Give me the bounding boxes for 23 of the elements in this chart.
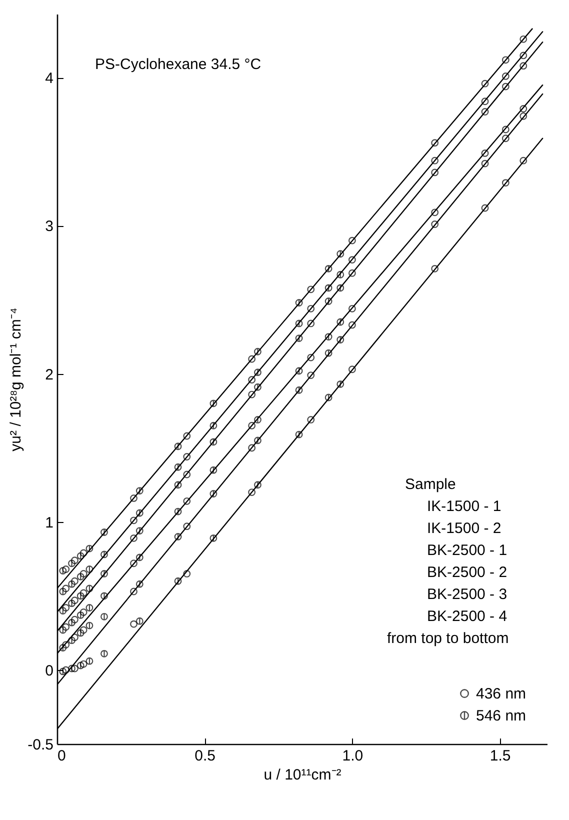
legend-label: 546 nm <box>476 708 526 724</box>
y-tick-label: 1 <box>45 514 54 532</box>
annotation: IK-1500 - 2 <box>427 520 502 537</box>
annotation: from top to bottom <box>387 630 509 647</box>
x-tick-label: 0 <box>58 748 66 764</box>
x-tick-label: 0.5 <box>194 748 216 764</box>
y-tick-label: -0.5 <box>28 736 54 754</box>
annotation: BK-2500 - 2 <box>427 564 508 581</box>
y-tick-label: 3 <box>45 218 54 236</box>
y-axis-title: yu² / 10²⁸g mol⁻¹ cm⁻⁴ <box>8 308 25 452</box>
y-tick-label: 0 <box>45 662 54 680</box>
annotation: PS-Cyclohexane 34.5 °C <box>95 56 262 73</box>
annotation: BK-2500 - 4 <box>427 608 508 625</box>
y-tick-label: 2 <box>45 366 54 384</box>
y-tick-label: 4 <box>45 70 54 88</box>
annotation: BK-2500 - 3 <box>427 586 508 603</box>
annotation: Sample <box>405 476 456 493</box>
annotation: BK-2500 - 1 <box>427 542 508 559</box>
x-tick-label: 1.5 <box>490 748 511 764</box>
legend-label: 436 nm <box>476 686 526 702</box>
x-axis-title: u / 10¹¹cm⁻² <box>264 766 342 784</box>
annotation: IK-1500 - 1 <box>427 498 502 515</box>
x-tick-label: 1.0 <box>342 748 364 764</box>
